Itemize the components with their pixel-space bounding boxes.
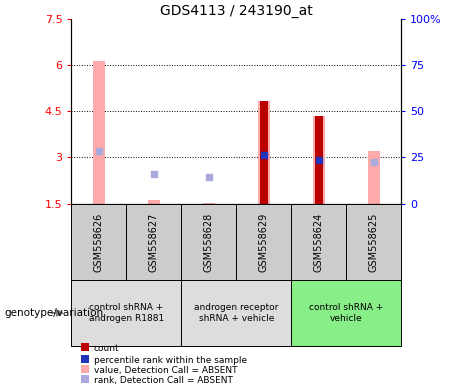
Bar xyxy=(181,204,236,280)
Bar xyxy=(181,280,291,346)
Bar xyxy=(126,204,181,280)
Bar xyxy=(291,204,346,280)
Bar xyxy=(258,101,270,204)
Point xyxy=(370,159,377,165)
Text: androgen receptor
shRNA + vehicle: androgen receptor shRNA + vehicle xyxy=(194,303,278,323)
Text: count: count xyxy=(94,344,119,353)
Text: value, Detection Call = ABSENT: value, Detection Call = ABSENT xyxy=(94,366,237,375)
Text: GSM558625: GSM558625 xyxy=(369,212,378,271)
Bar xyxy=(346,204,401,280)
Text: control shRNA +
vehicle: control shRNA + vehicle xyxy=(309,303,383,323)
Point xyxy=(315,157,322,163)
Bar xyxy=(367,151,380,204)
Text: percentile rank within the sample: percentile rank within the sample xyxy=(94,356,247,365)
Bar xyxy=(260,101,268,204)
Text: rank, Detection Call = ABSENT: rank, Detection Call = ABSENT xyxy=(94,376,232,384)
Text: GSM558624: GSM558624 xyxy=(313,212,324,271)
Bar xyxy=(291,280,401,346)
Point xyxy=(95,148,103,154)
Bar xyxy=(148,200,160,204)
Bar xyxy=(203,203,215,204)
Text: GSM558628: GSM558628 xyxy=(204,212,214,271)
Bar xyxy=(313,116,325,204)
Text: genotype/variation: genotype/variation xyxy=(5,308,104,318)
Point xyxy=(260,152,267,158)
Bar xyxy=(71,280,181,346)
Point xyxy=(150,170,158,177)
Text: GSM558627: GSM558627 xyxy=(149,212,159,271)
Title: GDS4113 / 243190_at: GDS4113 / 243190_at xyxy=(160,4,313,18)
Bar xyxy=(71,204,126,280)
Bar xyxy=(236,204,291,280)
Text: GSM558629: GSM558629 xyxy=(259,212,269,271)
Text: control shRNA +
androgen R1881: control shRNA + androgen R1881 xyxy=(89,303,164,323)
Bar xyxy=(314,116,323,204)
Text: GSM558626: GSM558626 xyxy=(94,212,104,271)
Point xyxy=(205,174,213,180)
Bar xyxy=(93,61,105,204)
